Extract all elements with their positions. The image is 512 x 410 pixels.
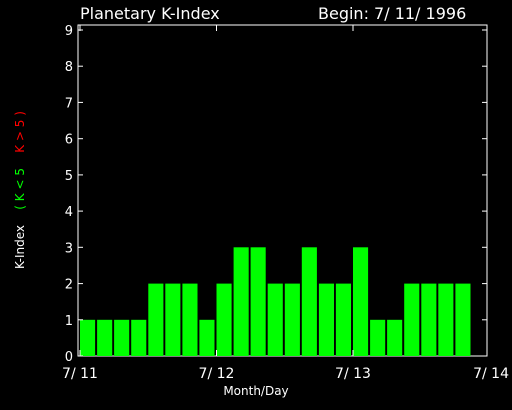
x-tick-label: 7/ 14 [473,366,509,382]
k-index-bar [267,283,283,356]
k-index-bar [131,319,147,356]
k-index-bar [353,247,369,356]
y-tick-label: 3 [65,241,73,256]
k-index-bar [370,319,386,356]
y-tick-label: 9 [65,24,73,39]
bars-group [80,247,471,356]
begin-date: Begin: 7/ 11/ 1996 [318,4,467,23]
y-tick-label: 4 [65,205,73,220]
ticks-group: 0 1 2 3 4 5 6 7 8 9 7/ 11 7/ 12 7/ 13 7/ 14 [62,24,509,382]
k-index-bar [421,283,437,356]
y-tick-label: 5 [65,169,73,184]
y-tick-label: 2 [65,278,73,293]
k-index-bar [97,319,113,356]
k-index-bar [387,319,403,356]
k-index-bar [455,283,471,356]
x-tick-label: 7/ 12 [199,366,235,382]
k-index-bar [165,283,181,356]
k-index-bar [318,283,334,356]
k-index-bar [438,283,454,356]
y-tick-label: 6 [65,133,73,148]
x-axis-title: Month/Day [223,384,289,398]
y-axis-label-low: ( K < 5 [13,168,27,210]
chart-title: Planetary K-Index [80,4,220,23]
y-axis-label-kindex: K-Index [13,224,27,269]
k-index-bar [404,283,420,356]
y-tick-label: 0 [65,350,73,365]
k-index-bar [114,319,130,356]
x-tick-label: 7/ 11 [62,366,98,382]
k-index-bar [284,283,300,356]
x-tick-label: 7/ 13 [335,366,371,382]
k-index-bar [250,247,266,356]
k-index-bar [182,283,198,356]
k-index-bar [233,247,249,356]
k-index-bar [335,283,351,356]
k-index-bar [148,283,164,356]
k-index-bar [199,319,215,356]
k-index-bar [301,247,317,356]
k-index-bar [216,283,232,356]
y-tick-label: 7 [65,96,73,111]
k-index-bar [80,319,96,356]
y-tick-label: 1 [65,314,73,329]
y-axis-label-high: K > 5 ) [13,111,27,153]
y-tick-label: 8 [65,60,73,75]
